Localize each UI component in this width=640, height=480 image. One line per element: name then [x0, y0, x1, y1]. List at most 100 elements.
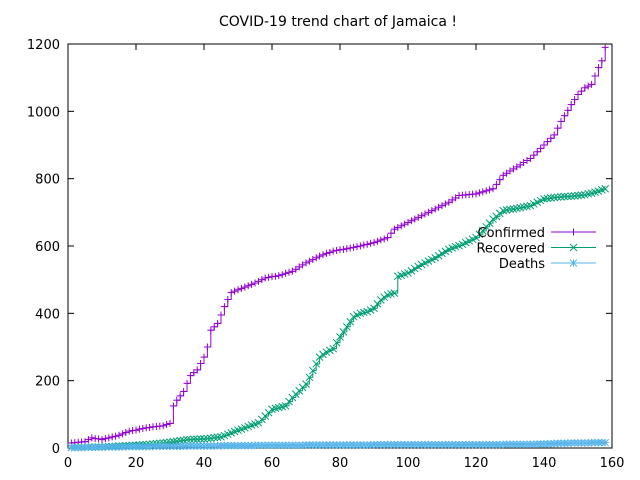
- data-point: [319, 350, 327, 359]
- data-point: [180, 387, 188, 395]
- data-point: [390, 225, 398, 233]
- data-point: [554, 124, 562, 132]
- data-point: [281, 402, 290, 410]
- data-point: [577, 191, 586, 200]
- data-point: [441, 200, 449, 208]
- data-point: [101, 435, 109, 443]
- legend-marker: [569, 259, 578, 267]
- data-point: [404, 218, 412, 226]
- data-point: [390, 289, 399, 297]
- data-point: [193, 435, 202, 444]
- data-point: [265, 273, 273, 281]
- data-point: [176, 436, 185, 445]
- data-point: [380, 293, 389, 302]
- data-point: [567, 101, 575, 109]
- data-point: [112, 432, 120, 440]
- data-point: [564, 106, 572, 114]
- data-point: [237, 284, 245, 292]
- data-point: [308, 366, 317, 375]
- data-point: [166, 419, 174, 427]
- data-point: [540, 195, 548, 203]
- data-point: [414, 262, 423, 271]
- data-point: [200, 353, 208, 361]
- data-point: [108, 433, 116, 441]
- data-point: [214, 319, 222, 327]
- data-point: [475, 189, 483, 197]
- data-point: [309, 255, 317, 263]
- data-point: [547, 134, 555, 142]
- data-point: [115, 431, 123, 439]
- data-point: [132, 426, 140, 434]
- data-point: [346, 244, 354, 252]
- x-tick-label: 60: [264, 456, 281, 471]
- data-point: [231, 287, 239, 295]
- legend-label: Recovered: [476, 242, 545, 257]
- data-point: [207, 326, 215, 334]
- data-point: [370, 304, 378, 313]
- data-point: [533, 148, 541, 156]
- data-point: [588, 80, 596, 88]
- data-point: [261, 274, 269, 282]
- data-point: [183, 435, 191, 444]
- data-point: [343, 245, 351, 253]
- x-tick-label: 140: [532, 456, 557, 471]
- data-point: [329, 344, 338, 353]
- legend-marker: [569, 243, 578, 252]
- data-point: [411, 215, 419, 223]
- data-point: [139, 424, 147, 432]
- data-point: [326, 248, 334, 256]
- data-point: [438, 202, 446, 210]
- data-point: [410, 264, 419, 273]
- series-deaths: [67, 438, 610, 452]
- data-point: [135, 425, 143, 433]
- data-point: [189, 435, 198, 444]
- x-tick-label: 40: [196, 456, 213, 471]
- data-point: [363, 240, 371, 248]
- y-tick-label: 400: [35, 307, 60, 322]
- data-point: [196, 435, 205, 443]
- data-point: [557, 192, 565, 201]
- data-point: [234, 286, 242, 294]
- data-point: [282, 269, 290, 277]
- data-point: [571, 96, 579, 104]
- x-tick-label: 20: [128, 456, 145, 471]
- y-tick-label: 1200: [27, 38, 60, 53]
- data-point: [496, 176, 504, 184]
- data-point: [183, 379, 191, 387]
- data-point: [367, 239, 375, 247]
- data-point: [441, 247, 450, 256]
- x-tick-label: 120: [464, 456, 489, 471]
- data-point: [125, 427, 133, 435]
- data-point: [271, 272, 279, 280]
- data-point: [203, 343, 211, 351]
- data-point: [95, 435, 103, 443]
- data-point: [319, 251, 327, 259]
- data-point: [285, 268, 293, 276]
- data-point: [203, 434, 212, 443]
- data-point: [557, 117, 565, 125]
- data-point: [431, 205, 439, 213]
- data-point: [526, 154, 534, 162]
- data-point: [217, 311, 225, 319]
- data-point: [275, 272, 283, 280]
- y-tick-label: 800: [35, 173, 60, 188]
- data-point: [332, 338, 341, 347]
- data-point: [438, 249, 446, 258]
- data-point: [105, 434, 113, 442]
- data-point: [397, 222, 405, 230]
- data-point: [88, 434, 96, 442]
- data-point: [176, 392, 184, 400]
- data-point: [421, 210, 429, 218]
- y-tick-label: 0: [52, 442, 60, 457]
- data-point: [581, 84, 589, 92]
- data-point: [384, 234, 392, 242]
- data-point: [186, 435, 195, 444]
- data-point: [377, 236, 385, 244]
- data-point: [118, 430, 126, 438]
- data-point: [407, 217, 415, 225]
- data-point: [220, 303, 228, 311]
- data-point: [428, 207, 436, 215]
- data-point: [540, 141, 548, 149]
